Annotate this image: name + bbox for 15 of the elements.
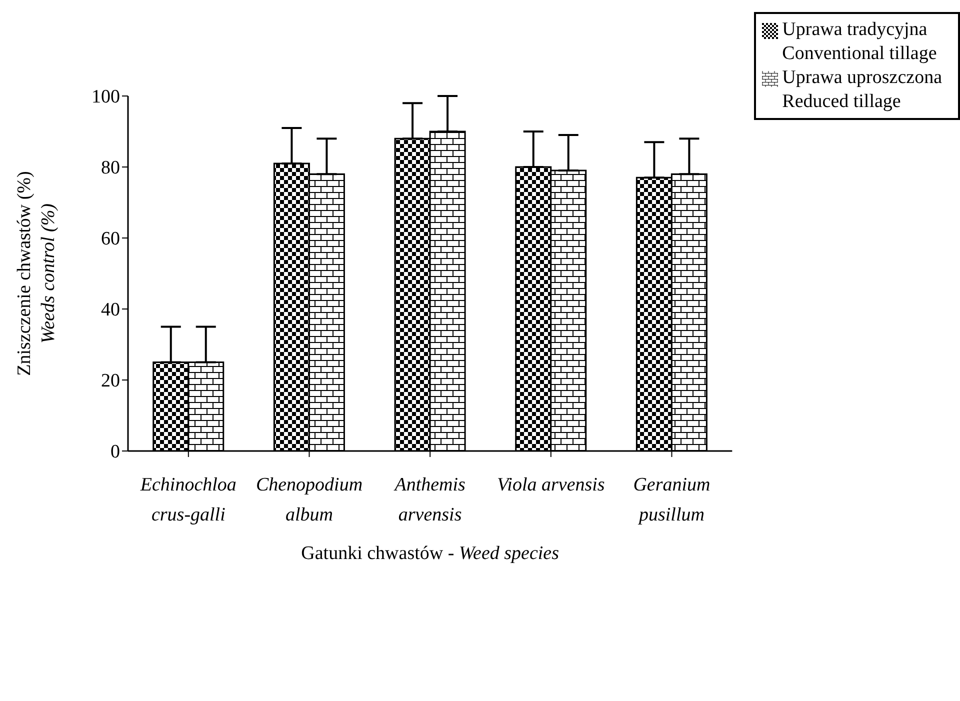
x-tick-label: Chenopodium album bbox=[256, 474, 363, 526]
x-tick-label: Anthemis arvensis bbox=[392, 474, 466, 526]
legend-label: Uprawa uproszczona Reduced tillage bbox=[782, 66, 942, 114]
y-tick-label: 0 bbox=[110, 442, 120, 463]
x-tick-label: Viola arvensis bbox=[496, 474, 605, 496]
legend-label: Uprawa tradycyjna Conventional tillage bbox=[782, 18, 937, 66]
y-tick-label: 40 bbox=[101, 300, 120, 321]
y-tick-label: 100 bbox=[92, 86, 120, 108]
y-axis-title: Zniszczenie chwastów (%) Weeds control (%) bbox=[14, 171, 59, 376]
y-tick-label: 60 bbox=[101, 228, 120, 250]
x-tick-label: Echinochloa crus-galli bbox=[139, 474, 236, 526]
x-tick-label: Geranium pusillum bbox=[633, 474, 710, 526]
y-tick-label: 20 bbox=[101, 370, 120, 392]
y-tick-label: 80 bbox=[101, 158, 120, 179]
x-axis-title: Gatunki chwastów - Weed species bbox=[301, 543, 560, 564]
